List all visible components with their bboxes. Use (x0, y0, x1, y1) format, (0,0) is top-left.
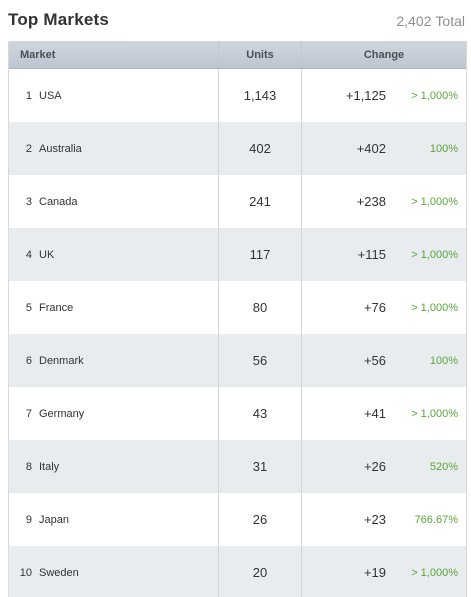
country-name: Germany (39, 407, 85, 420)
column-header-change[interactable]: Change (363, 48, 405, 61)
change-cell: +238 > 1,000% (302, 175, 466, 228)
change-cell: +115 > 1,000% (302, 228, 466, 281)
table-row[interactable]: 4 UK 117 +115 > 1,000% (9, 228, 466, 281)
top-markets-header: Top Markets 2,402 Total (0, 0, 471, 40)
change-value: +115 (357, 247, 386, 262)
units-cell: 56 (219, 334, 302, 387)
country-name: UK (39, 248, 55, 261)
change-cell: +19 > 1,000% (302, 546, 466, 597)
change-percent: 100% (429, 142, 458, 155)
market-cell: 3 Canada (9, 175, 219, 228)
units-cell: 80 (219, 281, 302, 334)
change-cell: +41 > 1,000% (302, 387, 466, 440)
table-body: 1 USA 1,143 +1,125 > 1,000% 2 Australia … (9, 69, 466, 597)
country-name: Japan (39, 513, 69, 526)
change-percent: > 1,000% (411, 89, 458, 102)
units-cell: 1,143 (219, 69, 302, 122)
table-row[interactable]: 10 Sweden 20 +19 > 1,000% (9, 546, 466, 597)
country-name: Italy (39, 460, 60, 473)
change-percent: > 1,000% (411, 566, 458, 579)
market-cell: 8 Italy (9, 440, 219, 493)
units-cell: 43 (219, 387, 302, 440)
change-cell: +23 766.67% (302, 493, 466, 546)
change-value: +76 (363, 300, 386, 315)
table-row[interactable]: 6 Denmark 56 +56 100% (9, 334, 466, 387)
change-percent: > 1,000% (411, 248, 458, 261)
units-cell: 117 (219, 228, 302, 281)
markets-table: Market Units Change 1 USA 1,143 +1,125 >… (8, 41, 467, 597)
market-cell: 10 Sweden (9, 546, 219, 597)
page-title: Top Markets (8, 10, 110, 29)
change-percent: > 1,000% (411, 407, 458, 420)
rank-number: 8 (25, 460, 32, 473)
country-name: Australia (39, 142, 82, 155)
country-name: Denmark (39, 354, 84, 367)
country-name: Sweden (39, 566, 79, 579)
column-header-market[interactable]: Market (9, 41, 219, 68)
table-row[interactable]: 3 Canada 241 +238 > 1,000% (9, 175, 466, 228)
market-cell: 2 Australia (9, 122, 219, 175)
change-percent: 520% (429, 460, 458, 473)
rank-number: 5 (25, 301, 32, 314)
change-cell: +26 520% (302, 440, 466, 493)
change-value: +41 (363, 406, 386, 421)
change-value: +56 (363, 353, 386, 368)
rank-number: 4 (25, 248, 32, 261)
total-count: 2,402 Total (396, 13, 465, 29)
rank-number: 7 (25, 407, 32, 420)
units-cell: 241 (219, 175, 302, 228)
market-cell: 9 Japan (9, 493, 219, 546)
units-cell: 20 (219, 546, 302, 597)
table-row[interactable]: 2 Australia 402 +402 100% (9, 122, 466, 175)
units-cell: 402 (219, 122, 302, 175)
total-label: Total (435, 13, 465, 29)
country-name: USA (39, 89, 62, 102)
table-row[interactable]: 5 France 80 +76 > 1,000% (9, 281, 466, 334)
change-value: +402 (356, 141, 386, 156)
change-cell: +76 > 1,000% (302, 281, 466, 334)
change-cell: +1,125 > 1,000% (302, 69, 466, 122)
table-row[interactable]: 1 USA 1,143 +1,125 > 1,000% (9, 69, 466, 122)
change-percent: 766.67% (414, 513, 458, 526)
total-value: 2,402 (396, 13, 432, 29)
market-cell: 6 Denmark (9, 334, 219, 387)
units-cell: 31 (219, 440, 302, 493)
market-cell: 7 Germany (9, 387, 219, 440)
rank-number: 2 (25, 142, 32, 155)
rank-number: 10 (19, 566, 32, 579)
change-value: +1,125 (345, 88, 386, 103)
rank-number: 1 (25, 89, 32, 102)
country-name: France (39, 301, 74, 314)
country-name: Canada (39, 195, 78, 208)
rank-number: 6 (25, 354, 32, 367)
market-cell: 4 UK (9, 228, 219, 281)
rank-number: 3 (25, 195, 32, 208)
change-value: +26 (363, 459, 386, 474)
table-header: Market Units Change (9, 41, 466, 69)
table-row[interactable]: 9 Japan 26 +23 766.67% (9, 493, 466, 546)
change-percent: > 1,000% (411, 195, 458, 208)
change-cell: +56 100% (302, 334, 466, 387)
change-percent: > 1,000% (411, 301, 458, 314)
market-cell: 5 France (9, 281, 219, 334)
table-row[interactable]: 7 Germany 43 +41 > 1,000% (9, 387, 466, 440)
change-value: +238 (356, 194, 386, 209)
column-header-units[interactable]: Units (219, 41, 302, 68)
change-percent: 100% (429, 354, 458, 367)
change-value: +23 (363, 512, 386, 527)
rank-number: 9 (25, 513, 32, 526)
table-row[interactable]: 8 Italy 31 +26 520% (9, 440, 466, 493)
market-cell: 1 USA (9, 69, 219, 122)
change-value: +19 (363, 565, 386, 580)
units-cell: 26 (219, 493, 302, 546)
change-cell: +402 100% (302, 122, 466, 175)
